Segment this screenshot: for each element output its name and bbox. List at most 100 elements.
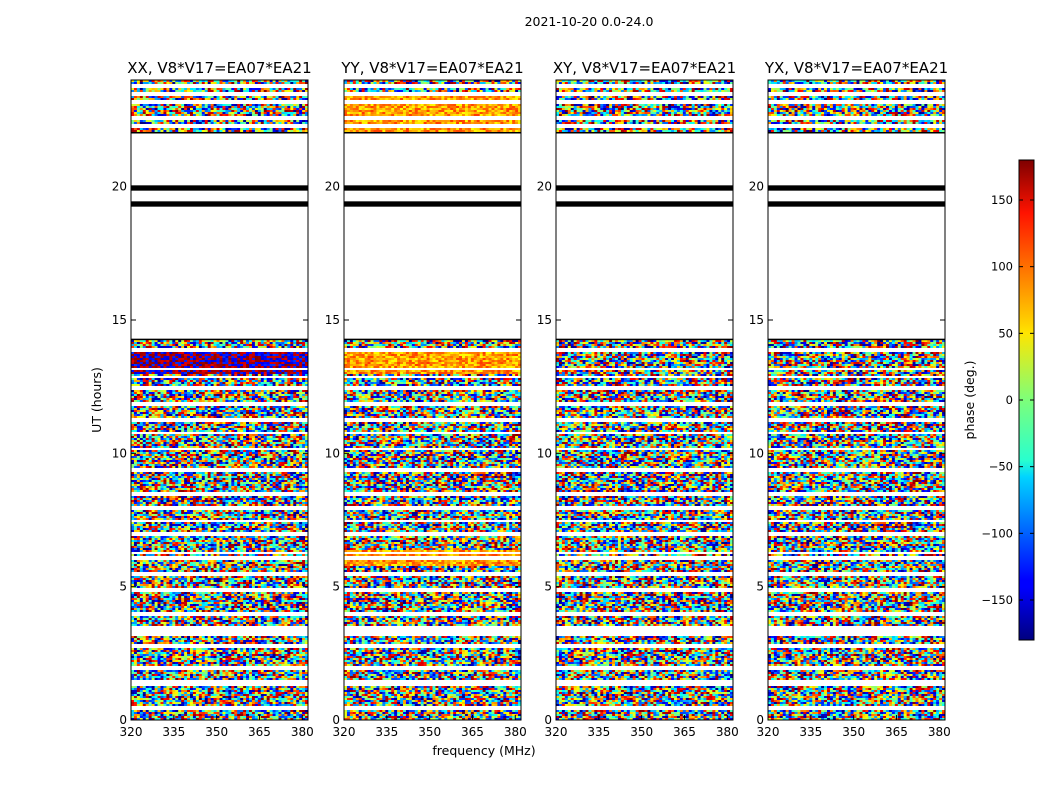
heatmap-cell xyxy=(160,366,164,368)
heatmap-cell xyxy=(207,484,212,486)
heatmap-cell xyxy=(216,444,220,446)
heatmap-cell xyxy=(204,484,209,486)
heatmap-cell xyxy=(160,416,164,418)
heatmap-cell xyxy=(133,372,138,374)
heatmap-cell xyxy=(175,482,179,484)
heatmap-cell xyxy=(172,130,176,132)
heatmap-cell xyxy=(139,370,144,372)
heatmap-cell xyxy=(207,398,212,400)
heatmap-cell xyxy=(266,456,271,458)
heatmap-cell xyxy=(154,120,158,122)
heatmap-cell xyxy=(284,482,288,484)
heatmap-cell xyxy=(231,460,235,462)
heatmap-cell xyxy=(169,88,173,90)
heatmap-cell xyxy=(207,362,212,364)
heatmap-cell xyxy=(228,360,232,362)
heatmap-cell xyxy=(178,486,182,488)
heatmap-cell xyxy=(210,354,214,356)
heatmap-cell xyxy=(254,460,259,462)
heatmap-cell xyxy=(228,438,232,440)
heatmap-cell xyxy=(207,110,212,112)
heatmap-cell xyxy=(246,502,250,504)
heatmap-cell xyxy=(210,456,214,458)
heatmap-cell xyxy=(249,446,253,448)
heatmap-cell xyxy=(302,454,306,456)
heatmap-cell xyxy=(210,490,214,492)
heatmap-cell xyxy=(254,340,259,342)
heatmap-cell xyxy=(293,380,297,382)
heatmap-cell xyxy=(213,358,217,360)
heatmap-cell xyxy=(139,352,144,354)
heatmap-cell xyxy=(251,372,256,374)
heatmap-cell xyxy=(240,412,244,414)
heatmap-cell xyxy=(231,498,235,500)
heatmap-cell xyxy=(302,438,306,440)
heatmap-cell xyxy=(192,398,197,400)
heatmap-cell xyxy=(201,406,206,408)
heatmap-cell xyxy=(187,346,191,348)
heatmap-cell xyxy=(231,474,235,476)
heatmap-cell xyxy=(187,416,191,418)
heatmap-cell xyxy=(207,466,212,468)
heatmap-cell xyxy=(299,428,303,430)
heatmap-cell xyxy=(275,114,279,116)
heatmap-cell xyxy=(296,400,300,402)
heatmap-cell xyxy=(243,416,247,418)
heatmap-cell xyxy=(293,378,297,380)
heatmap-cell xyxy=(234,452,238,454)
heatmap-cell xyxy=(228,374,232,376)
heatmap-cell xyxy=(131,344,135,346)
heatmap-cell xyxy=(234,438,238,440)
heatmap-cell xyxy=(192,380,197,382)
heatmap-cell xyxy=(251,374,256,376)
heatmap-cell xyxy=(160,430,164,432)
heatmap-cell xyxy=(133,436,138,438)
heatmap-cell xyxy=(269,422,273,424)
heatmap-cell xyxy=(237,482,241,484)
heatmap-cell xyxy=(201,504,206,506)
heatmap-cell xyxy=(139,364,144,366)
heatmap-cell xyxy=(184,390,188,392)
heatmap-cell xyxy=(254,400,259,402)
heatmap-cell xyxy=(249,88,253,90)
heatmap-cell xyxy=(231,110,235,112)
heatmap-cell xyxy=(181,452,185,454)
heatmap-cell xyxy=(216,378,220,380)
heatmap-cell xyxy=(290,128,294,130)
heatmap-cell xyxy=(145,106,150,108)
heatmap-cell xyxy=(210,110,214,112)
heatmap-cell xyxy=(278,96,282,98)
heatmap-cell xyxy=(246,474,250,476)
heatmap-cell xyxy=(139,484,144,486)
heatmap-cell xyxy=(302,462,306,464)
heatmap-cell xyxy=(293,104,297,106)
heatmap-cell xyxy=(254,342,259,344)
heatmap-cell xyxy=(275,358,279,360)
heatmap-cell xyxy=(145,366,150,368)
heatmap-cell xyxy=(145,80,150,82)
heatmap-cell xyxy=(222,464,226,466)
heatmap-cell xyxy=(278,378,282,380)
heatmap-cell xyxy=(269,96,273,98)
heatmap-cell xyxy=(219,344,223,346)
heatmap-cell xyxy=(139,362,144,364)
heatmap-cell xyxy=(163,454,167,456)
heatmap-cell xyxy=(240,458,244,460)
heatmap-cell xyxy=(204,396,209,398)
heatmap-cell xyxy=(195,442,200,444)
heatmap-cell xyxy=(246,426,250,428)
heatmap-cell xyxy=(136,392,141,394)
heatmap-cell xyxy=(166,412,170,414)
heatmap-cell xyxy=(154,442,158,444)
heatmap-cell xyxy=(175,98,179,100)
heatmap-cell xyxy=(154,502,158,504)
heatmap-cell xyxy=(151,496,155,498)
heatmap-cell xyxy=(201,496,206,498)
heatmap-cell xyxy=(254,392,259,394)
heatmap-cell xyxy=(249,414,253,416)
heatmap-cell xyxy=(184,434,188,436)
heatmap-cell xyxy=(131,442,135,444)
heatmap-cell xyxy=(136,122,141,124)
heatmap-cell xyxy=(287,436,291,438)
heatmap-cell xyxy=(204,488,209,490)
